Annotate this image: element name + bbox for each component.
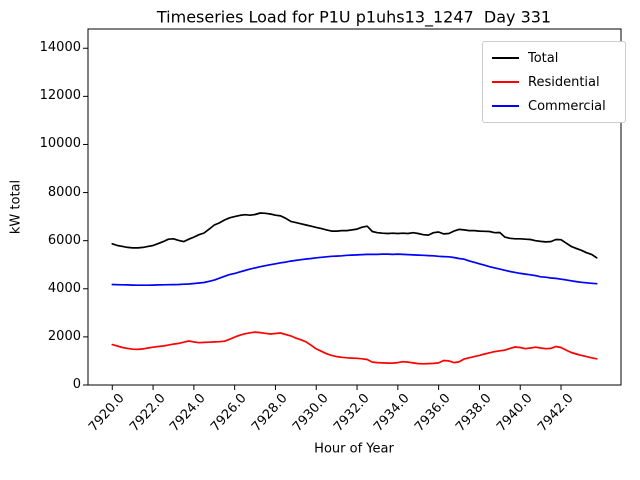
legend-line-sample-commercial <box>492 105 519 107</box>
legend-item-residential: Residential <box>483 70 625 94</box>
x-axis-label: Hour of Year <box>314 441 394 457</box>
y-tick-label: 8000 <box>47 184 81 200</box>
y-tick-label: 10000 <box>39 136 81 152</box>
legend: Total Residential Commercial <box>482 41 626 123</box>
legend-line-sample-residential <box>492 81 519 83</box>
legend-label-commercial: Commercial <box>528 98 606 114</box>
legend-line-sample-total <box>492 57 519 59</box>
series-line-total <box>111 212 598 259</box>
y-tick-label: 12000 <box>39 88 81 104</box>
series-line-commercial <box>111 253 598 287</box>
legend-label-residential: Residential <box>528 74 600 90</box>
axes-frame <box>87 28 622 386</box>
y-tick-label: 2000 <box>47 328 81 344</box>
y-tick-label: 14000 <box>39 40 81 56</box>
series-line-residential <box>111 331 598 365</box>
legend-item-total: Total <box>483 46 625 70</box>
chart-title: Timeseries Load for P1U p1uhs13_1247 Day… <box>156 7 552 27</box>
y-tick-label: 4000 <box>47 280 81 296</box>
legend-label-total: Total <box>528 50 559 66</box>
y-tick-label: 6000 <box>47 232 81 248</box>
legend-item-commercial: Commercial <box>483 94 625 118</box>
y-tick-label: 0 <box>72 377 81 392</box>
